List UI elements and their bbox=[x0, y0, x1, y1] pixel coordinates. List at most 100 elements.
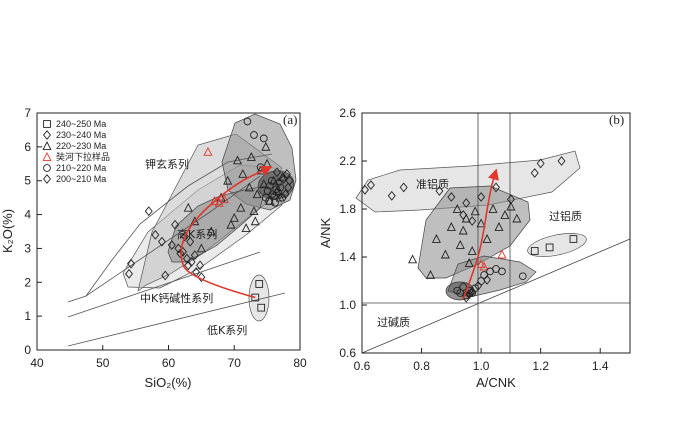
field-metaluminous bbox=[355, 150, 581, 213]
data-point bbox=[545, 243, 554, 252]
data-point bbox=[250, 131, 258, 139]
panel-b-boundaries bbox=[361, 113, 631, 354]
panel-a-ylabel: K₂O(%) bbox=[0, 209, 15, 253]
data-point bbox=[488, 204, 498, 213]
data-point bbox=[249, 206, 259, 216]
x-tick-label: 0.6 bbox=[354, 359, 371, 373]
x-tick-label: 0.8 bbox=[413, 359, 430, 373]
panel-b-label: (b) bbox=[609, 112, 624, 127]
data-point bbox=[279, 174, 288, 184]
data-point bbox=[446, 222, 456, 231]
data-point bbox=[506, 201, 516, 211]
y-tick-label: 3 bbox=[24, 241, 31, 255]
data-point bbox=[462, 198, 471, 208]
data-point bbox=[482, 234, 492, 243]
data-point bbox=[144, 206, 153, 217]
y-tick-label: 1.8 bbox=[339, 202, 356, 216]
y-tick-label: 2 bbox=[24, 275, 31, 289]
data-point bbox=[275, 192, 285, 202]
zone-label-peraluminous: 过铝质 bbox=[549, 209, 582, 223]
panel-a-trend-arrow bbox=[180, 165, 273, 299]
data-point bbox=[285, 175, 294, 186]
zone-label-peralkaline: 过碱质 bbox=[377, 316, 410, 329]
zone-label-metaluminous: 准铝质 bbox=[416, 177, 449, 191]
data-point bbox=[284, 182, 293, 193]
data-point bbox=[483, 274, 492, 285]
x-tick-label: 40 bbox=[30, 356, 44, 370]
data-point bbox=[273, 167, 281, 178]
data-point bbox=[127, 258, 136, 269]
data-point bbox=[431, 234, 441, 243]
data-point bbox=[282, 169, 291, 179]
x-tick-label: 70 bbox=[228, 356, 242, 370]
data-point bbox=[265, 181, 274, 190]
data-point bbox=[360, 184, 369, 195]
boundary-line bbox=[67, 175, 261, 303]
data-point bbox=[243, 117, 252, 126]
data-point bbox=[186, 236, 195, 247]
data-point bbox=[161, 270, 170, 281]
data-point bbox=[455, 240, 465, 249]
data-point bbox=[500, 210, 510, 219]
data-point bbox=[477, 192, 486, 202]
panel-a-xlabel: SiO₂(%) bbox=[145, 375, 192, 390]
y-tick-label: 1 bbox=[24, 309, 31, 323]
data-point bbox=[465, 289, 474, 300]
data-point bbox=[506, 194, 515, 205]
data-point bbox=[259, 179, 269, 188]
legend-label: 200~210 Ma bbox=[56, 174, 106, 184]
data-point bbox=[190, 216, 200, 226]
data-point bbox=[271, 198, 279, 207]
legend-marker bbox=[43, 164, 51, 172]
panel-b-trend-arrow bbox=[462, 168, 499, 300]
boundary-line bbox=[67, 292, 286, 347]
data-point bbox=[467, 246, 477, 255]
y-tick-label: 1.0 bbox=[339, 298, 356, 312]
data-point bbox=[512, 213, 522, 223]
data-point bbox=[183, 202, 193, 212]
data-point bbox=[536, 158, 545, 169]
data-point bbox=[174, 243, 183, 254]
data-point bbox=[259, 134, 268, 143]
legend-label: 240~250 Ma bbox=[56, 119, 106, 129]
data-point bbox=[125, 268, 134, 279]
legend-marker bbox=[43, 120, 51, 128]
data-point bbox=[461, 213, 471, 223]
data-point bbox=[459, 283, 468, 291]
legend-label: 220~230 Ma bbox=[56, 141, 106, 151]
data-point bbox=[157, 236, 166, 247]
data-point bbox=[187, 257, 196, 267]
panel-a: 钾玄系列 高K系列 中K钙碱性系列 低K系列 40 50 60 70 800123456… bbox=[0, 106, 307, 390]
legend-label: 230~240 Ma bbox=[56, 130, 106, 140]
data-point bbox=[425, 270, 436, 279]
data-point bbox=[276, 183, 285, 192]
y-tick-label: 5 bbox=[24, 174, 31, 188]
data-point bbox=[261, 141, 271, 151]
data-point bbox=[281, 189, 290, 200]
data-point bbox=[459, 210, 468, 220]
y-tick-label: 6 bbox=[24, 140, 31, 154]
panel-b-fields bbox=[355, 150, 587, 301]
data-point bbox=[171, 219, 180, 230]
data-point bbox=[458, 225, 468, 235]
data-point bbox=[167, 240, 176, 250]
y-tick-label: 7 bbox=[24, 106, 31, 120]
legend-marker bbox=[42, 152, 52, 161]
data-point bbox=[452, 204, 462, 213]
data-point bbox=[492, 182, 500, 193]
panel-b-ylabel: A/NK bbox=[318, 218, 333, 249]
panel-a-axes: 40 50 60 70 80 0 1 2 3 4 5 6 7 bbox=[24, 106, 307, 370]
y-tick-label: 2.6 bbox=[339, 106, 356, 120]
data-point bbox=[474, 280, 483, 291]
data-point bbox=[244, 182, 254, 192]
data-point bbox=[233, 155, 243, 165]
legend-label: 奘河下拉样品 bbox=[56, 151, 110, 162]
x-tick-label: 1.2 bbox=[532, 359, 549, 373]
panel-b-frame bbox=[361, 112, 631, 354]
x-tick-label: 60 bbox=[162, 356, 176, 370]
panel-b-axes: 0.6 0.8 1.0 1.2 1.4 0.6 1.0 1.4 1.8 2.2 2.6 bbox=[339, 106, 609, 373]
y-tick-label: 4 bbox=[24, 208, 31, 222]
data-point bbox=[236, 202, 246, 212]
